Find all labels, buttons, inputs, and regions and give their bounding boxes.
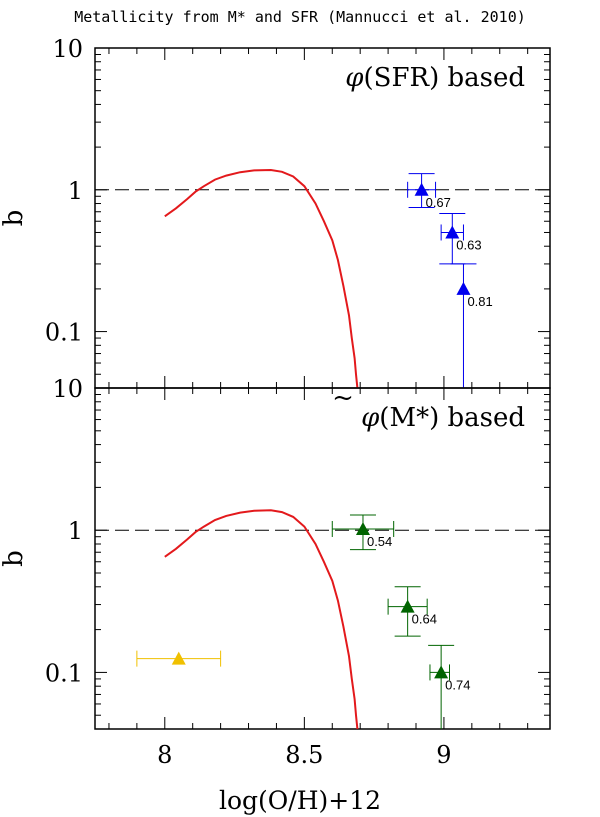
data-point-triangle — [456, 281, 471, 295]
data-point-label: 0.63 — [456, 237, 481, 252]
data-point-triangle — [400, 599, 415, 613]
model-curve — [164, 168, 359, 389]
panel-label-symbol: φ — [345, 63, 364, 93]
y-tick-label: 1 — [68, 517, 83, 545]
model-curve — [164, 509, 359, 730]
panel-label-text: (SFR) based — [364, 63, 526, 93]
y-tick-label: 0.1 — [45, 319, 83, 347]
y-tick-label: 1 — [68, 177, 83, 205]
y-tick-label: 10 — [52, 35, 83, 63]
panel-label-text: (M*) based — [379, 403, 525, 433]
data-point-triangle — [414, 182, 429, 196]
y-axis-label: b — [0, 210, 29, 227]
x-tick-label: 8.5 — [285, 741, 323, 769]
data-point-label: 0.74 — [445, 677, 470, 692]
data-point-triangle — [445, 225, 460, 239]
data-point-triangle — [171, 651, 186, 665]
figure-title: Metallicity from M* and SFR (Mannucci et… — [74, 8, 526, 26]
x-tick-label: 8 — [157, 741, 172, 769]
y-axis-label: b — [0, 550, 29, 567]
panel-label: φ(SFR) based — [345, 63, 525, 93]
data-point-label: 0.54 — [367, 534, 392, 549]
data-point-label: 0.81 — [467, 294, 492, 309]
panel-label-accent: ~ — [332, 383, 354, 413]
panel-label-symbol: φ — [361, 403, 380, 433]
plot-frame-bottom — [94, 387, 551, 730]
data-point-label: 0.67 — [426, 195, 451, 210]
panel-label: φ(M*) based — [361, 403, 525, 433]
y-tick-label: 0.1 — [45, 659, 83, 687]
x-axis-label: log(O/H)+12 — [219, 786, 381, 815]
panel-top: 10 1 0.1 b φ(SFR) based 0.67 0.63 0.81 — [0, 35, 551, 389]
x-tick-label: 9 — [436, 741, 451, 769]
data-point-triangle — [355, 521, 370, 535]
y-tick-label: 10 — [52, 375, 83, 403]
data-point-triangle — [434, 665, 449, 679]
data-point-label: 0.64 — [412, 612, 437, 627]
